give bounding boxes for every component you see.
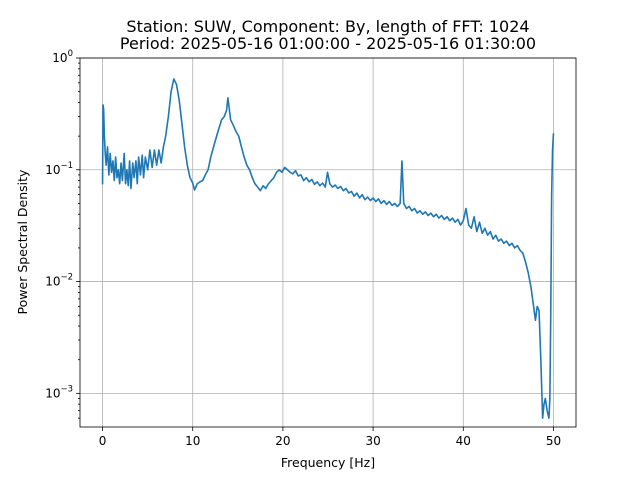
grid (80, 57, 576, 427)
x-tick-label: 40 (456, 434, 471, 448)
series-layer (101, 78, 555, 419)
y-axis-ticks: 10−3 10−2 10−1 100 (45, 49, 80, 419)
y-tick-label: 10−1 (45, 161, 73, 177)
x-tick-label: 50 (546, 434, 561, 448)
y-axis-label: Power Spectral Density (15, 169, 30, 314)
y-tick-label: 10−3 (45, 384, 73, 400)
plot-frame (79, 57, 577, 428)
x-tick-label: 0 (99, 434, 107, 448)
y-tick-label: 10−2 (45, 273, 73, 289)
chart-title-line-1: Station: SUW, Component: By, length of F… (126, 17, 529, 36)
psd-series-line (101, 78, 555, 419)
x-axis-label: Frequency [Hz] (281, 455, 375, 470)
x-tick-label: 30 (365, 434, 380, 448)
x-axis-ticks: 0 10 20 30 40 50 (99, 427, 561, 448)
y-tick-label: 100 (52, 49, 73, 65)
x-tick-label: 20 (275, 434, 290, 448)
x-tick-label: 10 (185, 434, 200, 448)
chart-title-line-2: Period: 2025-05-16 01:00:00 - 2025-05-16… (120, 34, 536, 53)
